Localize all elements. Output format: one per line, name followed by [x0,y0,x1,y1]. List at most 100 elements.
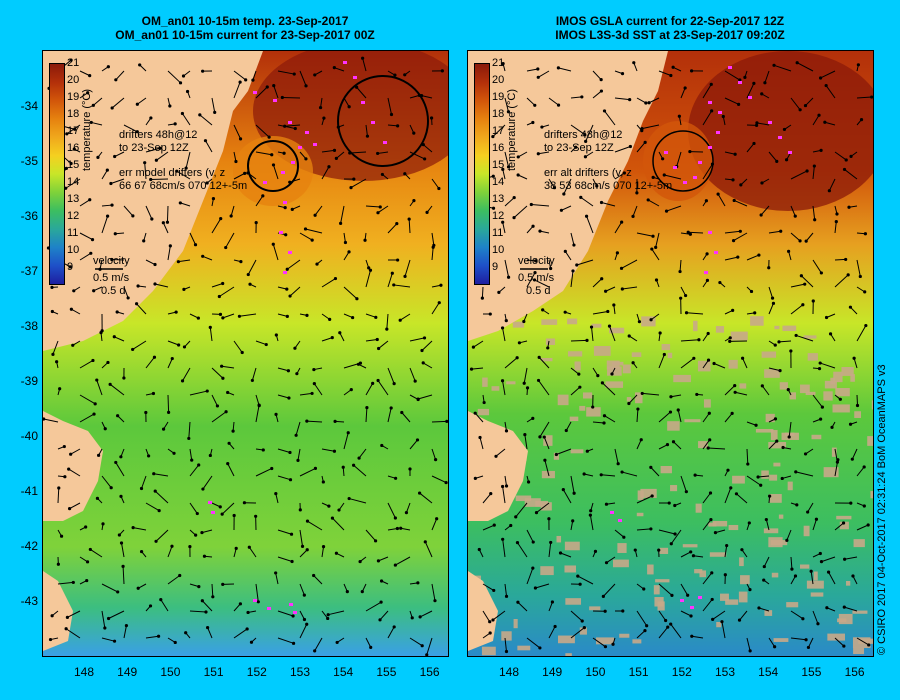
velocity-arrow-head [754,123,759,127]
velocity-arrow [790,304,804,315]
velocity-arrow [844,606,858,612]
colorbar-tick-label: 9 [492,261,499,273]
velocity-arrow-head [374,315,378,319]
velocity-arrow [69,502,81,510]
velocity-arrow-head [245,627,249,631]
velocity-arrow-head [181,74,186,78]
velocity-arrow [101,204,113,207]
velocity-arrow-head [804,638,808,642]
cloud-patch [823,467,839,478]
cloud-patch [659,547,669,554]
velocity-arrow-head [172,451,176,455]
velocity-arrow-head [412,131,416,135]
velocity-arrow [592,90,602,99]
velocity-arrow [189,448,193,461]
velocity-arrow-head [512,195,516,200]
cloud-patch [586,407,601,417]
velocity-arrow-head [856,63,860,67]
velocity-arrow-head [165,220,170,224]
velocity-arrow [548,626,556,639]
velocity-arrow-head [794,333,798,338]
velocity-arrow [502,539,506,558]
velocity-arrow-head [376,211,380,215]
cloud-patch [574,361,581,371]
velocity-arrow-head [395,526,400,531]
velocity-arrow-head [604,289,608,293]
velocity-arrow [255,340,267,346]
colorbar-tick-label: 15 [492,159,505,171]
velocity-arrow [560,552,572,558]
cloud-patch [609,327,625,334]
velocity-arrow [756,122,770,126]
velocity-arrow [189,390,208,396]
velocity-arrow-head [705,252,709,256]
velocity-arrow-head [218,505,222,509]
velocity-arrow-head [416,397,420,401]
velocity-arrow [495,448,506,457]
velocity-arrow-head [51,352,55,356]
velocity-arrow [251,367,257,381]
velocity-arrow-head [550,600,555,604]
velocity-arrow-head [380,172,384,177]
velocity-arrow-head [99,330,103,335]
longitude-label: 150 [585,665,606,679]
velocity-arrow-head [488,620,492,624]
cloud-patch [543,435,553,446]
velocity-arrow [299,549,308,558]
velocity-arrow [504,259,510,278]
velocity-arrow-head [112,335,116,339]
velocity-arrow-head [621,609,625,613]
velocity-arrow-head [437,186,441,191]
velocity-arrow-head [217,294,221,299]
velocity-arrow-head [358,559,362,564]
velocity-arrow-head [725,543,729,548]
velocity-legend: velocity 0.5 m/s 0.5 d [93,255,130,298]
velocity-arrow-head [271,242,275,246]
velocity-arrow-head [330,336,334,340]
velocity-arrow-head [556,103,561,107]
velocity-arrow [746,421,757,426]
velocity-arrow [482,583,494,591]
velocity-arrow [670,623,682,639]
velocity-arrow-head [866,523,870,527]
velocity-arrow-head [274,412,278,416]
velocity-arrow-head [244,78,248,82]
velocity-arrow-head [173,640,177,645]
cloud-patch [837,618,847,623]
velocity-arrow [680,286,687,296]
velocity-arrow-head [395,222,399,226]
velocity-arrow [299,529,304,547]
velocity-arrow [724,256,738,261]
velocity-arrow [746,475,761,486]
cloud-patch [565,598,582,605]
drifter-position [690,606,694,609]
velocity-arrow-head [649,465,653,469]
drifter-position [361,101,365,104]
velocity-arrow [255,195,264,207]
velocity-arrow [65,628,81,639]
velocity-arrow-head [813,218,817,222]
velocity-arrow [724,230,741,234]
velocity-arrow [825,85,836,99]
left-title-line1: OM_an01 10-15m temp. 23-Sep-2017 [141,14,349,28]
drifter-position [273,99,277,102]
longitude-label: 153 [714,665,736,679]
velocity-arrow-head [103,427,107,431]
velocity-arrow-head [787,435,791,439]
velocity-arrow-head [504,484,509,488]
velocity-arrow [790,556,793,570]
velocity-arrow-head [157,509,161,513]
velocity-arrow-head [336,125,340,129]
velocity-arrow-head [67,507,72,511]
velocity-arrow [735,391,748,396]
velocity-arrow [592,637,606,648]
velocity-arrow [856,524,869,531]
velocity-arrow [141,475,147,489]
cloud-patch [787,481,793,491]
velocity-arrow-head [651,234,655,238]
cloud-patch [773,462,781,467]
colorbar-tick-label: 21 [492,57,505,69]
velocity-arrow [828,178,836,191]
velocity-arrow [365,313,376,318]
velocity-arrow [691,635,704,639]
